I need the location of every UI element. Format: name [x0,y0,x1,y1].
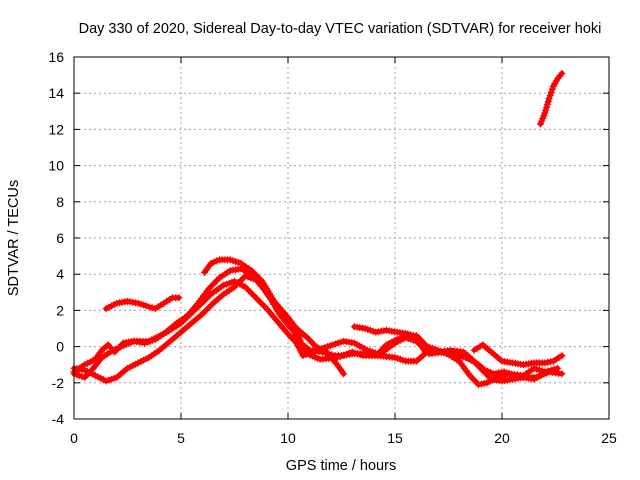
y-tick-label: 0 [56,339,64,355]
y-axis-label: SDTVAR / TECUs [6,180,22,296]
x-tick-label: 0 [70,430,78,446]
plus-marker [558,370,566,378]
x-tick-label: 10 [280,430,296,446]
axis-ticks: 0 5 10 15 20 25 -4 -2 0 2 4 6 8 10 12 14 16 [48,49,617,446]
plus-marker [545,95,553,103]
x-tick-label: 25 [601,430,617,446]
series-track-7 [470,341,566,369]
y-tick-label: -4 [52,411,65,427]
y-tick-label: 14 [48,85,64,101]
x-tick-label: 5 [177,430,185,446]
plus-marker [175,294,183,302]
chart-title: Day 330 of 2020, Sidereal Day-to-day VTE… [79,21,602,37]
plus-marker [547,88,555,96]
plus-marker [340,370,348,378]
plus-marker [558,69,566,77]
series-track-3 [102,294,183,313]
x-axis-label: GPS time / hours [286,458,396,474]
plus-marker [148,304,156,312]
y-tick-label: 4 [56,266,64,282]
plus-marker [539,370,547,378]
plus-marker [548,85,556,93]
y-tick-label: 6 [56,230,64,246]
x-tick-label: 15 [387,430,403,446]
grid-lines [74,57,609,419]
plus-marker [421,348,429,356]
series-band [71,273,565,384]
plus-marker [145,303,153,311]
series-track-6 [350,323,547,383]
plus-marker [554,364,562,372]
y-tick-label: 2 [56,302,64,318]
plus-marker [558,352,566,360]
series-track-5 [70,265,429,376]
y-tick-label: 16 [48,49,64,65]
series-track-2 [70,272,566,385]
y-tick-label: 8 [56,194,64,210]
y-tick-label: 10 [48,158,64,174]
plus-marker [546,92,554,99]
x-tick-label: 20 [494,430,510,446]
data-series [70,69,566,389]
series-track-8 [537,69,566,128]
y-tick-label: 12 [48,121,64,137]
y-tick-label: -2 [52,375,65,391]
